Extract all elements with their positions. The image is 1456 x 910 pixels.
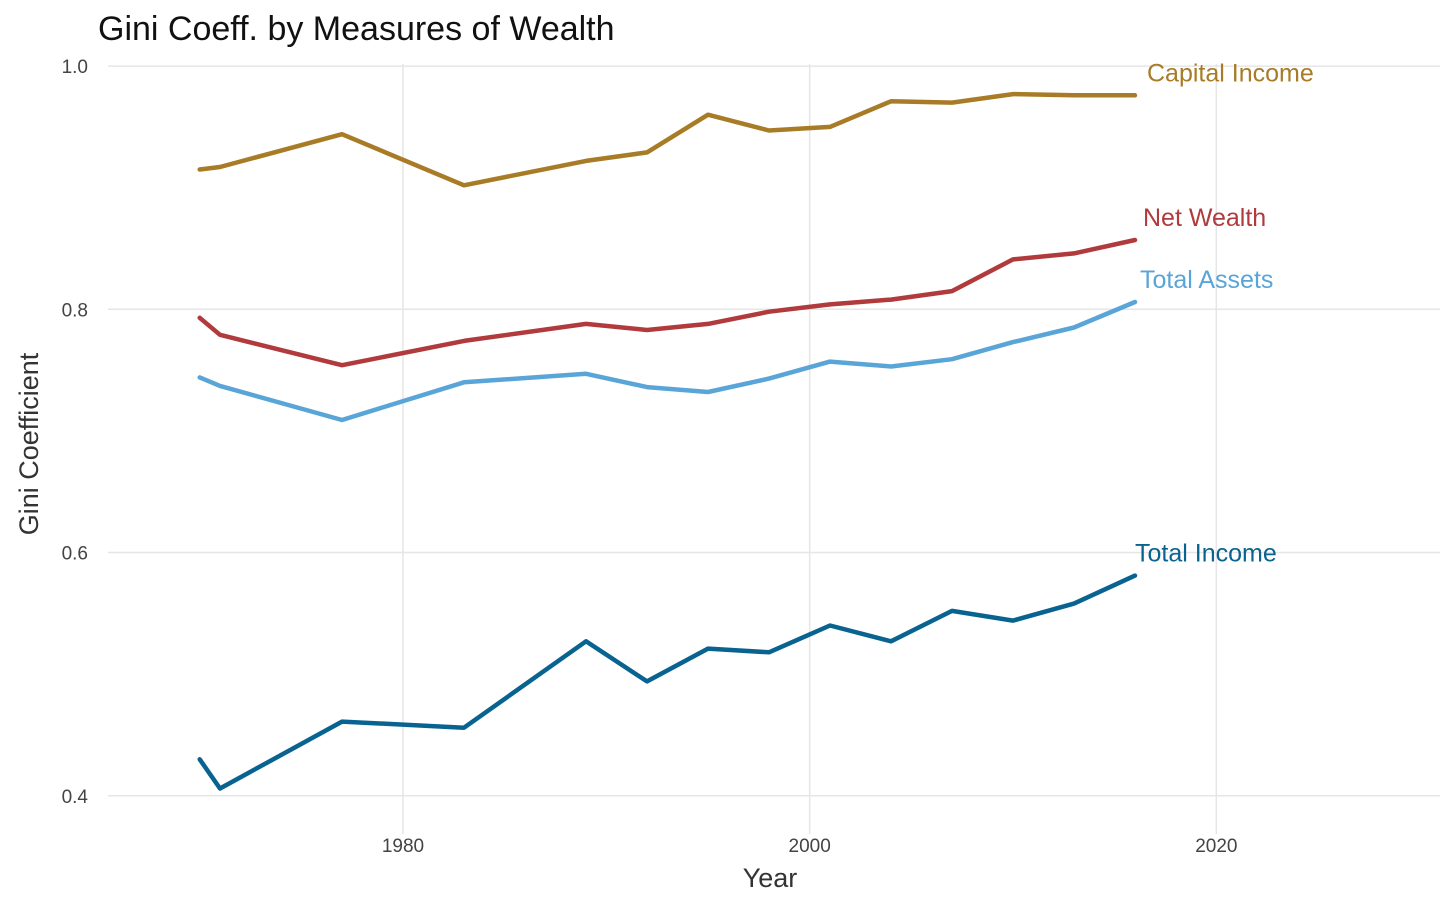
series-label-total-income: Total Income bbox=[1135, 540, 1277, 568]
x-tick-label: 2020 bbox=[1195, 836, 1237, 857]
series-label-capital-income: Capital Income bbox=[1147, 59, 1314, 87]
chart-title: Gini Coeff. by Measures of Wealth bbox=[98, 10, 615, 48]
y-axis-title: Gini Coefficient bbox=[14, 352, 44, 535]
x-tick-label: 1980 bbox=[382, 836, 424, 857]
y-tick-label: 0.6 bbox=[62, 544, 88, 565]
tick-labels: 0.4 0.6 0.8 1.0 1980 2000 2020 bbox=[62, 57, 1238, 857]
y-tick-label: 0.8 bbox=[62, 300, 88, 321]
series-label-net-wealth: Net Wealth bbox=[1143, 204, 1266, 232]
series-line-capital-income bbox=[197, 91, 1138, 188]
series-line-total-assets bbox=[197, 299, 1138, 423]
gridlines bbox=[108, 64, 1440, 834]
series-labels: Capital Income Net Wealth Total Assets Tota… bbox=[1135, 59, 1314, 567]
series-lines bbox=[197, 91, 1138, 791]
series-label-total-assets: Total Assets bbox=[1140, 266, 1273, 294]
x-axis-title: Year bbox=[743, 863, 798, 893]
y-tick-label: 1.0 bbox=[62, 57, 88, 78]
series-line-total-income bbox=[197, 573, 1138, 791]
x-tick-label: 2000 bbox=[789, 836, 831, 857]
y-tick-label: 0.4 bbox=[62, 787, 89, 808]
series-line-net-wealth bbox=[197, 237, 1138, 368]
